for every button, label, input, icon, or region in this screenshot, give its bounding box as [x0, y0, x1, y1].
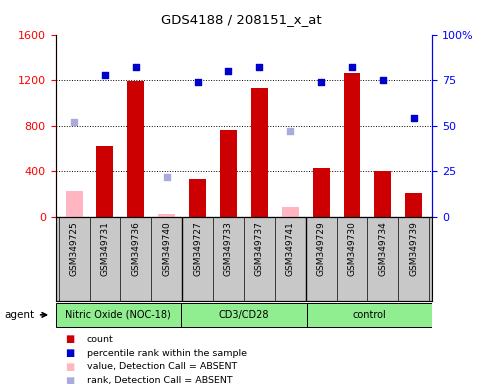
Text: GSM349739: GSM349739: [409, 221, 418, 276]
Point: [70, 119, 78, 125]
Text: Nitric Oxide (NOC-18): Nitric Oxide (NOC-18): [66, 310, 171, 320]
Bar: [405, 193, 422, 217]
Text: GSM349736: GSM349736: [131, 221, 141, 276]
Text: rank, Detection Call = ABSENT: rank, Detection Call = ABSENT: [87, 376, 233, 384]
Bar: [128, 81, 144, 217]
Text: ■: ■: [65, 348, 74, 358]
Point: [225, 68, 232, 74]
Bar: [97, 146, 114, 217]
Text: CD3/CD28: CD3/CD28: [219, 310, 269, 320]
Point: [410, 116, 418, 122]
Bar: [220, 130, 237, 217]
Bar: [313, 168, 329, 217]
Text: ■: ■: [65, 376, 74, 384]
Text: agent: agent: [4, 310, 35, 320]
Text: GSM349727: GSM349727: [193, 221, 202, 276]
Bar: [56, 217, 432, 301]
Point: [348, 65, 356, 71]
Text: GSM349725: GSM349725: [70, 221, 79, 276]
Text: ■: ■: [65, 334, 74, 344]
Text: GSM349740: GSM349740: [162, 221, 171, 276]
Text: control: control: [353, 310, 386, 320]
Text: value, Detection Call = ABSENT: value, Detection Call = ABSENT: [87, 362, 237, 371]
Text: ■: ■: [65, 362, 74, 372]
Point: [163, 174, 170, 180]
Bar: [251, 88, 268, 217]
Bar: [181, 303, 307, 327]
Text: GSM349737: GSM349737: [255, 221, 264, 276]
Point: [194, 79, 201, 85]
Bar: [374, 171, 391, 217]
Bar: [343, 73, 360, 217]
Text: percentile rank within the sample: percentile rank within the sample: [87, 349, 247, 358]
Text: GSM349731: GSM349731: [100, 221, 110, 276]
Point: [317, 79, 325, 85]
Text: GSM349733: GSM349733: [224, 221, 233, 276]
Point: [256, 65, 263, 71]
Bar: [66, 191, 83, 217]
Bar: [56, 303, 181, 327]
Point: [101, 72, 109, 78]
Text: count: count: [87, 334, 114, 344]
Text: GSM349741: GSM349741: [286, 221, 295, 276]
Bar: [158, 214, 175, 217]
Bar: [189, 179, 206, 217]
Point: [379, 77, 387, 83]
Bar: [282, 207, 298, 217]
Bar: [307, 303, 432, 327]
Point: [132, 65, 140, 71]
Point: [286, 128, 294, 134]
Text: GSM349729: GSM349729: [317, 221, 326, 276]
Text: GSM349730: GSM349730: [347, 221, 356, 276]
Text: GDS4188 / 208151_x_at: GDS4188 / 208151_x_at: [161, 13, 322, 26]
Text: GSM349734: GSM349734: [378, 221, 387, 276]
